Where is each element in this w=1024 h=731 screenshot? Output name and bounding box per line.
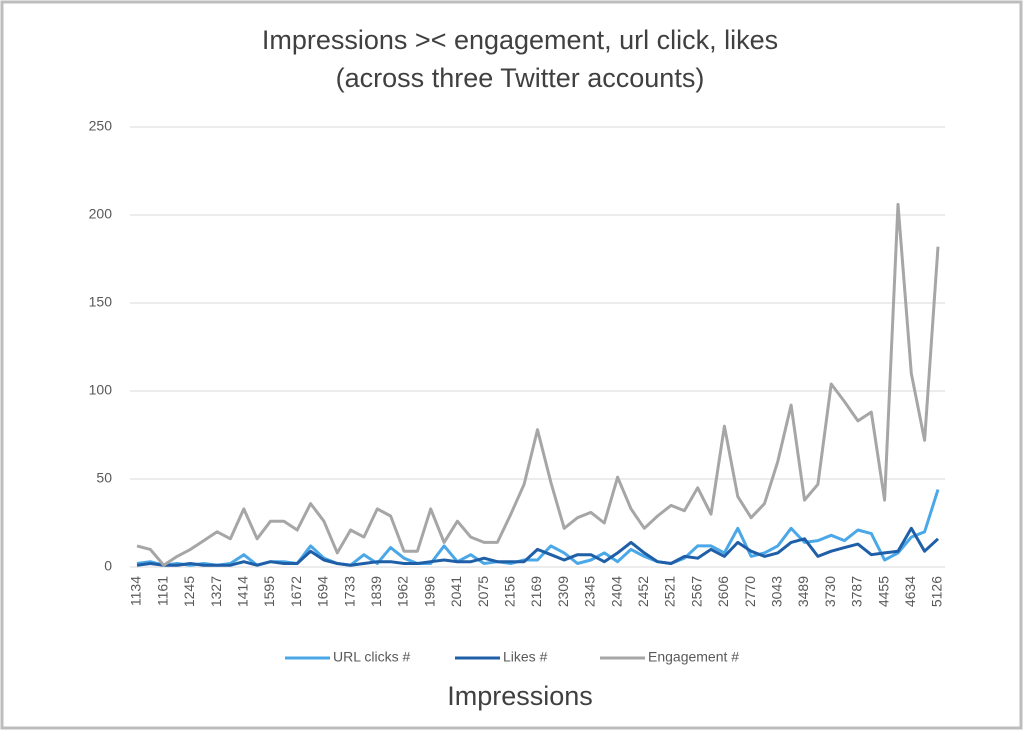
legend-label: Engagement #	[648, 649, 739, 665]
x-tick-label: 1694	[315, 576, 331, 607]
x-tick-label: 1839	[368, 576, 384, 607]
y-tick-label: 250	[89, 118, 113, 134]
x-tick-label: 3730	[822, 576, 838, 607]
series-line	[136, 202, 940, 567]
x-tick-label: 2452	[635, 576, 651, 607]
x-tick-label: 3043	[769, 576, 785, 607]
x-tick-label: 1414	[235, 576, 251, 607]
x-tick-label: 2156	[502, 576, 518, 607]
x-tick-label: 2309	[555, 576, 571, 607]
y-tick-label: 50	[96, 470, 112, 486]
x-tick-label: 2345	[582, 576, 598, 607]
x-tick-label: 1672	[288, 576, 304, 607]
series-line	[136, 526, 940, 567]
x-tick-label: 2169	[528, 576, 544, 607]
x-tick-label: 2404	[608, 576, 624, 607]
x-tick-label: 3489	[795, 576, 811, 607]
x-tick-label: 2770	[742, 576, 758, 607]
x-axis-title: Impressions	[447, 681, 593, 711]
x-tick-label: 4455	[875, 576, 891, 607]
x-tick-label: 2075	[475, 576, 491, 607]
chart-subtitle: (across three Twitter accounts)	[336, 63, 705, 93]
y-tick-label: 100	[89, 382, 113, 398]
legend-label: URL clicks #	[333, 649, 410, 665]
x-tick-label: 2567	[688, 576, 704, 607]
x-tick-label: 1595	[261, 576, 277, 607]
x-tick-label: 2041	[448, 576, 464, 607]
x-tick-label: 1996	[421, 576, 437, 607]
x-tick-label: 4634	[902, 576, 918, 607]
x-tick-label: 1962	[395, 576, 411, 607]
x-tick-label: 3787	[849, 576, 865, 607]
y-tick-label: 0	[104, 558, 112, 574]
chart-title: Impressions >< engagement, url click, li…	[262, 25, 778, 55]
legend-label: Likes #	[503, 649, 548, 665]
x-tick-label: 5126	[929, 576, 945, 607]
x-tick-label: 1161	[154, 576, 170, 606]
y-tick-label: 200	[89, 206, 113, 222]
x-tick-label: 1327	[208, 576, 224, 607]
y-tick-label: 150	[89, 294, 113, 310]
x-tick-label: 2521	[662, 576, 678, 607]
x-tick-label: 1245	[181, 576, 197, 607]
x-tick-label: 2606	[715, 576, 731, 607]
x-tick-label: 1733	[341, 576, 357, 607]
x-tick-label: 1134	[128, 576, 144, 606]
